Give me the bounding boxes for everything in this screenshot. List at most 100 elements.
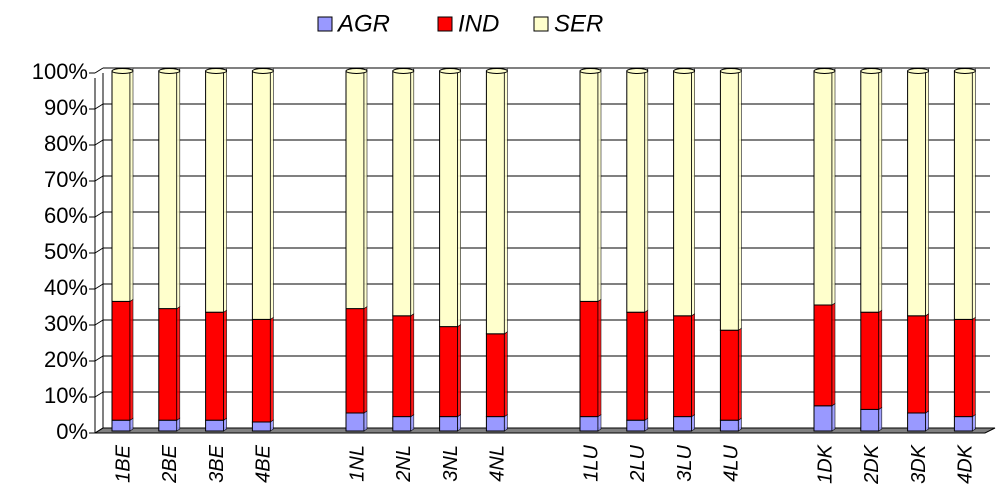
y-tick-label: 80%: [44, 131, 88, 156]
bar-segment: [111, 419, 131, 432]
bar-side: [410, 68, 415, 317]
bar-side: [925, 68, 929, 317]
bar-side: [925, 313, 929, 414]
bar-segment: [345, 308, 365, 414]
bar-segment: [485, 70, 505, 335]
bar-segment: [439, 326, 459, 418]
bar-side: [270, 68, 274, 320]
bar-side: [878, 309, 883, 410]
bar-segment: [673, 416, 693, 432]
bar-segment: [813, 405, 833, 432]
x-tick-label: 3NL: [440, 445, 462, 482]
bar-segment: [111, 300, 131, 421]
bar-segment: [251, 318, 271, 423]
bar-side: [831, 302, 836, 407]
bar-segment: [579, 70, 599, 302]
bar-side: [925, 410, 929, 432]
x-tick-label: 4LU: [721, 444, 743, 481]
y-tick-label: 40%: [44, 275, 88, 300]
x-tick-label: 4DK: [955, 443, 977, 484]
x-tick-label: 2NL: [393, 445, 415, 483]
x-tick-label: 3BE: [206, 444, 228, 482]
bar-side: [363, 68, 368, 310]
bar-side: [597, 68, 602, 302]
bar-cap: [813, 68, 836, 74]
bar-side: [363, 410, 368, 432]
bar-cap: [579, 68, 602, 74]
x-tick-label: 3DK: [908, 443, 930, 484]
grid-diagonal: [94, 391, 104, 398]
x-tick-label: 1LU: [580, 444, 602, 481]
bar-side: [129, 68, 134, 302]
bar-segment: [345, 412, 365, 432]
bar-side: [270, 316, 274, 423]
y-tick-label: 30%: [44, 311, 88, 336]
bar-side: [644, 68, 649, 313]
bar-segment: [626, 419, 646, 432]
bar-segment: [860, 311, 880, 410]
grid-diagonal: [94, 175, 104, 182]
bar-segment: [626, 311, 646, 421]
bar-side: [691, 68, 695, 317]
bar-side: [176, 68, 181, 310]
bar-segment: [205, 419, 225, 432]
x-tick-label: 4BE: [253, 444, 275, 482]
bar-side: [457, 68, 461, 328]
bar-cap: [345, 68, 368, 74]
bar-segment: [719, 329, 739, 421]
bar-side: [691, 313, 695, 418]
bar-segment: [719, 70, 739, 331]
x-tick-label: 1NL: [346, 445, 368, 482]
y-tick-label: 0%: [56, 419, 88, 444]
bar-segment: [158, 70, 178, 310]
bar-segment: [439, 70, 459, 328]
bar-side: [831, 68, 836, 306]
bar-side: [972, 68, 976, 320]
bar-cap: [485, 68, 508, 74]
y-tick-label: 10%: [44, 383, 88, 408]
grid-diagonal: [94, 247, 104, 254]
bar-segment: [626, 70, 646, 313]
grid-diagonal: [94, 139, 104, 146]
grid-diagonal: [94, 211, 104, 218]
bar-side: [504, 331, 508, 418]
legend-label: IND: [458, 10, 499, 37]
x-tick-label: 1BE: [112, 444, 134, 482]
bar-segment: [392, 70, 412, 317]
x-tick-label: 2DK: [861, 443, 883, 485]
bar-segment: [485, 416, 505, 432]
bar-segment: [953, 318, 973, 418]
bar-side: [644, 309, 649, 421]
bar-segment: [673, 315, 693, 418]
bar-side: [223, 309, 227, 421]
bar-cap: [392, 68, 415, 74]
bar-side: [738, 327, 742, 421]
bar-cap: [205, 68, 228, 74]
bar-side: [223, 68, 227, 313]
bar-segment: [907, 315, 927, 414]
bar-side: [410, 313, 415, 418]
legend-swatch: [533, 16, 549, 32]
bar-segment: [860, 70, 880, 313]
y-tick-label: 70%: [44, 167, 88, 192]
bar-segment: [953, 416, 973, 432]
bar-side: [363, 306, 368, 414]
bar-segment: [205, 311, 225, 421]
bar-side: [878, 406, 883, 432]
bar-segment: [251, 70, 271, 320]
bar-segment: [813, 304, 833, 407]
bar-side: [504, 68, 508, 335]
bar-segment: [439, 416, 459, 432]
bar-segment: [907, 70, 927, 317]
bar-side: [597, 298, 602, 418]
bar-segment: [345, 70, 365, 310]
bar-side: [738, 68, 742, 331]
y-tick-label: 20%: [44, 347, 88, 372]
x-tick-label: 4NL: [487, 445, 509, 482]
bar-segment: [251, 421, 271, 432]
bar-side: [831, 403, 836, 432]
y-tick-label: 60%: [44, 203, 88, 228]
grid-diagonal: [94, 103, 104, 110]
